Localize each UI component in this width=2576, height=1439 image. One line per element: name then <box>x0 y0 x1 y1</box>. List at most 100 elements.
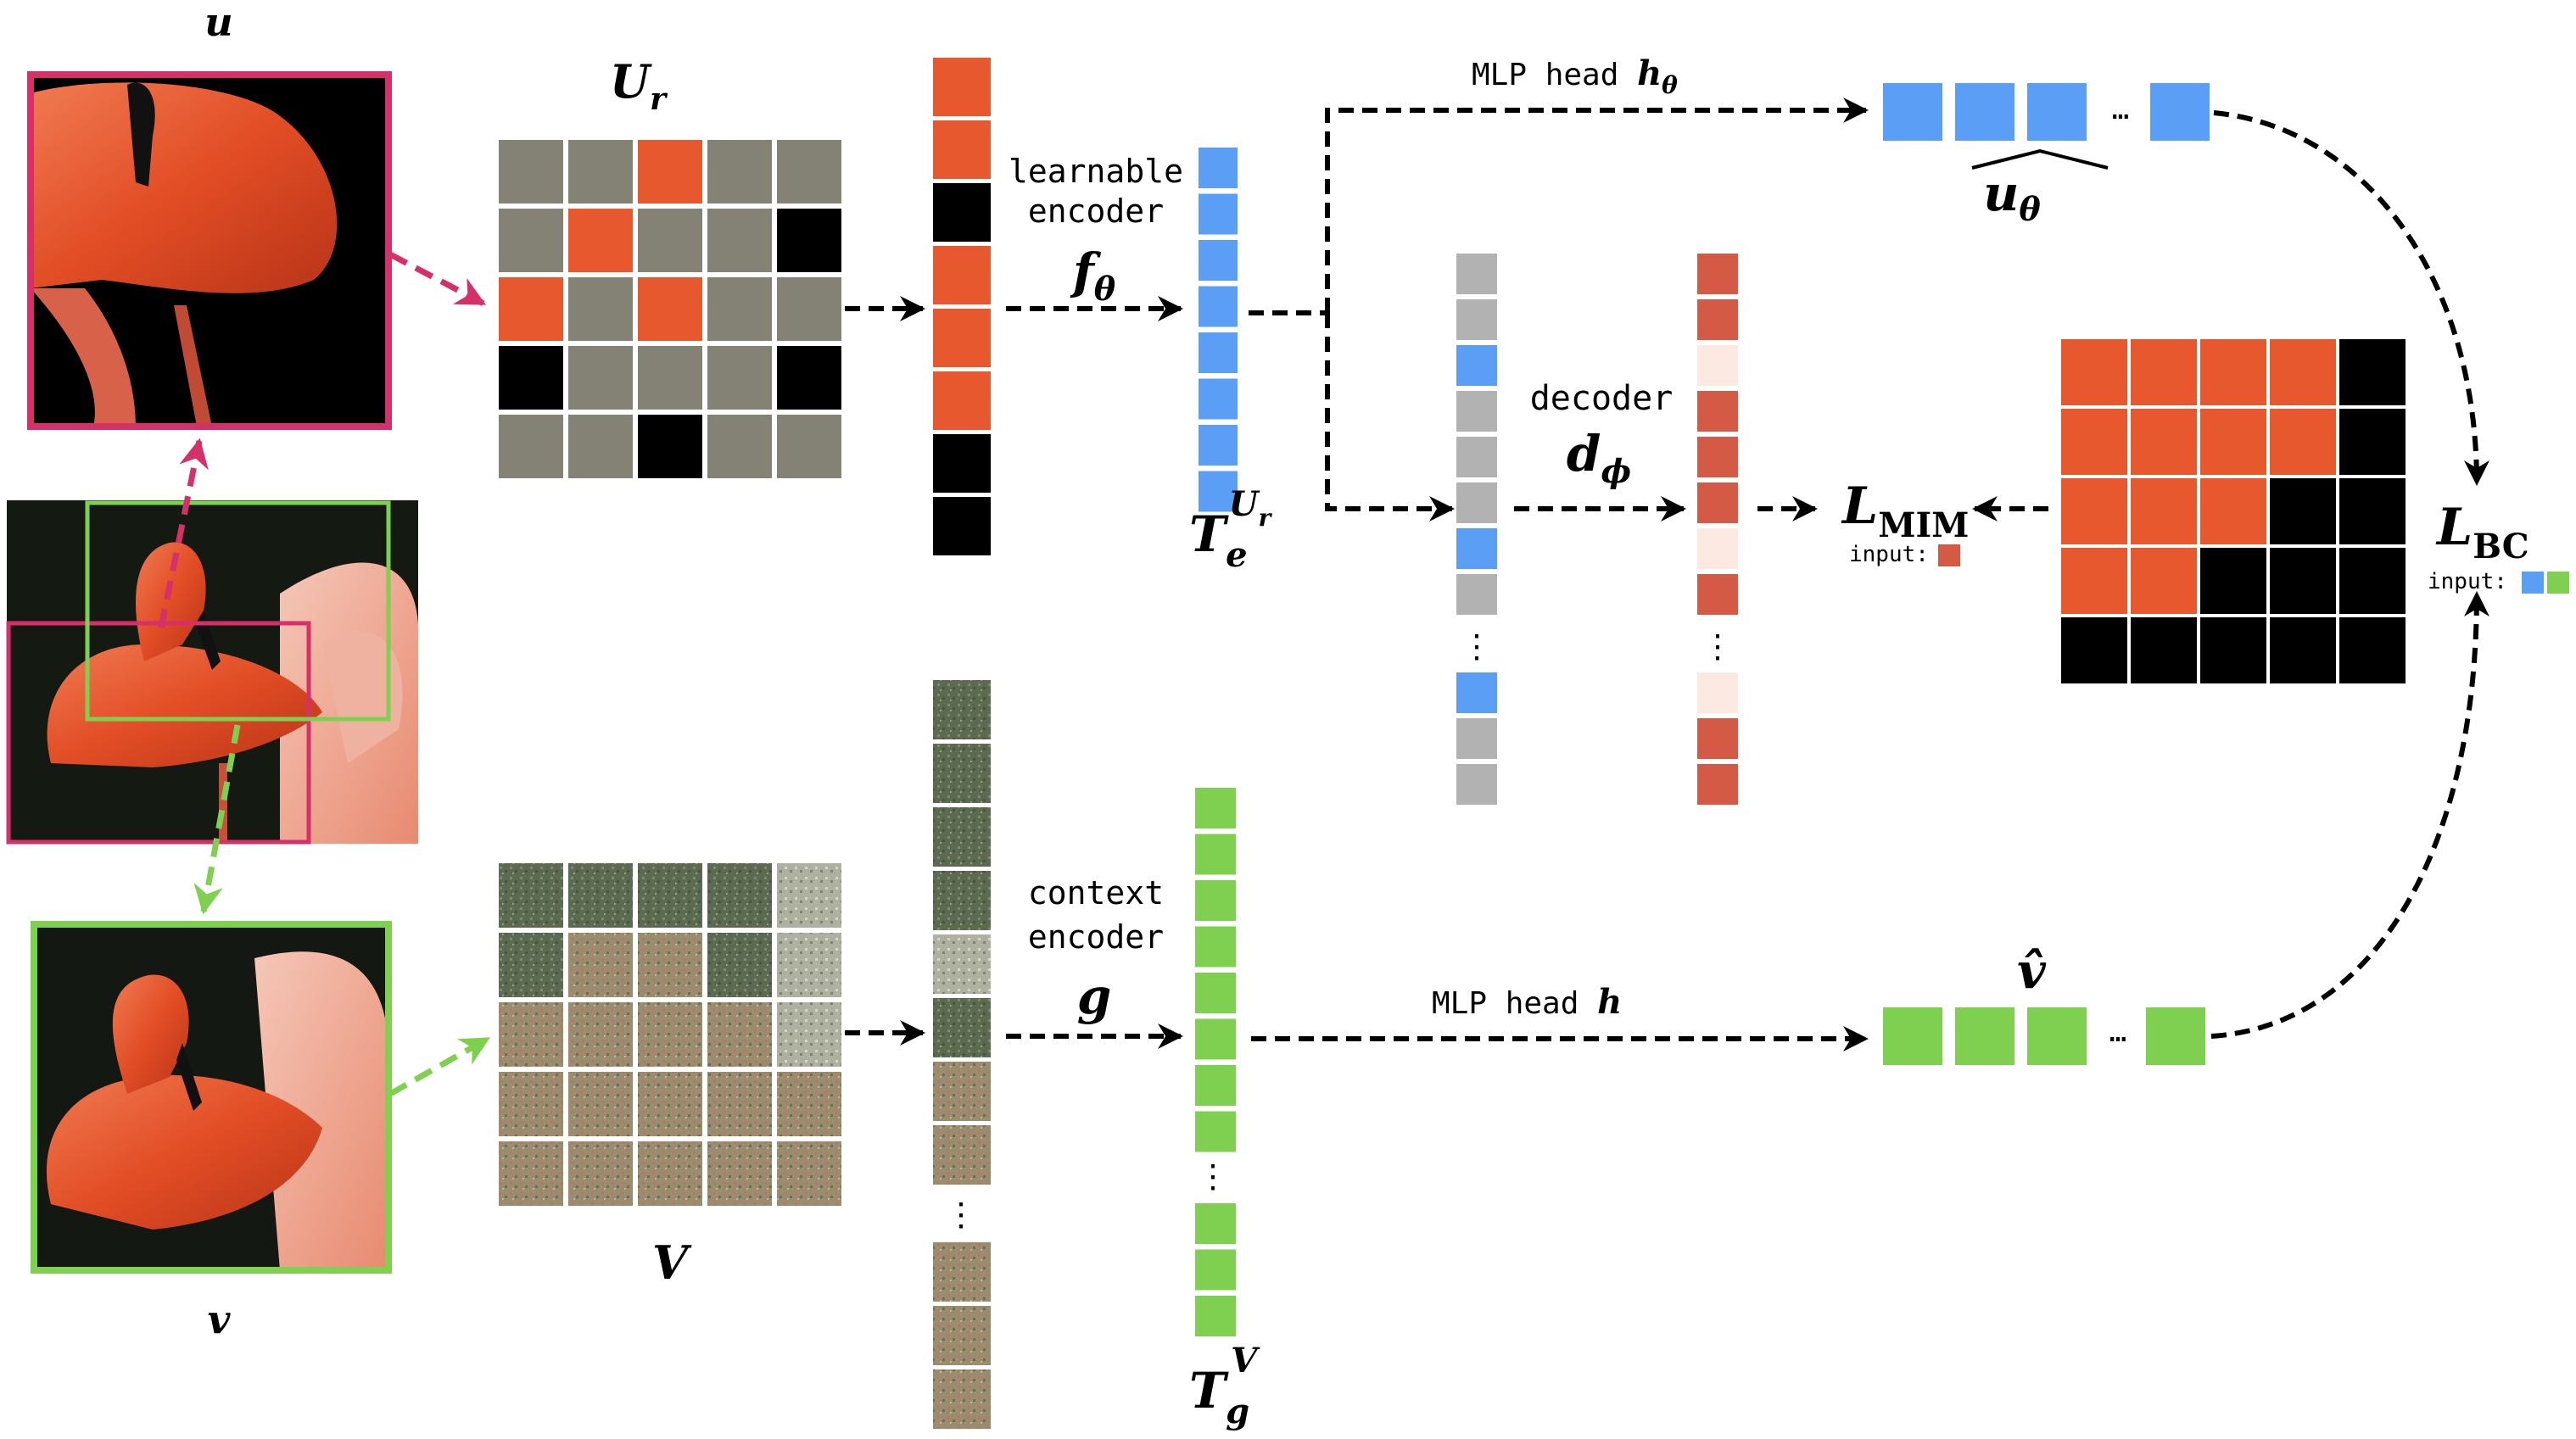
patch-column-top-cell <box>933 309 991 367</box>
label-v-hat: v̂ <box>2017 942 2047 1000</box>
decoder-input-token <box>1455 343 1499 388</box>
arrow-to-decoder-input <box>1325 313 1455 521</box>
ur-patch <box>568 415 633 478</box>
v-patch <box>638 933 702 997</box>
l-mim-input-label: input: <box>1849 542 1929 567</box>
te-token <box>1197 469 1239 514</box>
u-hat-token <box>1955 83 2014 141</box>
label-tg: TgV <box>1189 1341 1260 1431</box>
te-token <box>1197 192 1239 237</box>
mlp-head-theta-label: MLP head hθ <box>1472 53 1678 99</box>
label-v: v <box>208 1297 232 1342</box>
v-patch <box>638 863 702 928</box>
v-patch <box>568 933 633 997</box>
decoder-output-token <box>1696 298 1740 342</box>
target-patch <box>2131 548 2197 614</box>
patch-column-bottom-cell <box>933 871 991 930</box>
u-hat-token <box>2150 83 2210 141</box>
decoder-input-ellipsis: ⋮ <box>1461 627 1493 665</box>
ur-patch <box>707 140 772 204</box>
ur-patch <box>707 277 772 341</box>
te-token <box>1197 284 1239 329</box>
patch-column-bottom-cell <box>933 1242 991 1302</box>
patch-column-bottom-cell <box>933 1125 991 1185</box>
arrow-original-to-v <box>193 724 241 915</box>
target-patch <box>2200 339 2266 405</box>
target-patch <box>2200 617 2266 683</box>
tg-token <box>1193 1202 1238 1246</box>
tg-token <box>1193 924 1238 969</box>
decoder-output-token <box>1696 252 1740 296</box>
ur-patch <box>638 415 702 478</box>
target-patch <box>2131 617 2197 683</box>
ur-patch <box>777 277 841 341</box>
v-patch <box>777 1072 841 1136</box>
decoder-output-token <box>1696 435 1740 479</box>
patch-column-bottom-cell <box>933 1369 991 1429</box>
decoder-input-token <box>1455 717 1499 761</box>
ur-patch <box>499 346 563 410</box>
target-patch <box>2061 409 2127 475</box>
label-ur: Ur <box>610 54 668 117</box>
v-patch <box>707 1072 772 1136</box>
target-patch <box>2200 548 2266 614</box>
decoder-output-token <box>1696 572 1740 616</box>
ur-patch <box>568 140 633 204</box>
target-patch <box>2061 478 2127 544</box>
ur-patch <box>707 346 772 410</box>
te-token <box>1197 331 1239 375</box>
target-patch <box>2270 478 2336 544</box>
ur-patch <box>499 140 563 204</box>
u-hat-tokens <box>1883 83 2210 141</box>
decoder-output-token <box>1696 717 1740 761</box>
patch-column-top-cell <box>933 371 991 430</box>
decoder-input-token <box>1455 481 1499 525</box>
l-bc-input-label: input: <box>2428 569 2507 594</box>
v-hat-token <box>1883 1007 1942 1065</box>
patch-column-bottom <box>933 680 991 1429</box>
v-patch <box>499 933 563 997</box>
target-patch <box>2339 339 2406 405</box>
decoder-input-token <box>1455 252 1499 296</box>
v-hat-token <box>2146 1007 2205 1065</box>
ur-patch <box>568 346 633 410</box>
decoder-input-token <box>1455 671 1499 715</box>
tg-token <box>1193 832 1238 877</box>
crop-u-image <box>31 75 388 427</box>
v-hat-ellipsis: … <box>2109 1015 2126 1049</box>
d-phi-label: dϕ <box>1567 425 1631 490</box>
v-hat-tokens <box>1883 1007 2205 1065</box>
target-patch <box>2131 409 2197 475</box>
decoder-output-token <box>1696 481 1740 525</box>
u-hat-ellipsis: … <box>2112 92 2129 126</box>
ur-patch <box>638 277 702 341</box>
ur-patch <box>777 346 841 410</box>
decoder-output-token <box>1696 671 1740 715</box>
target-patch <box>2200 478 2266 544</box>
tg-token <box>1193 878 1238 923</box>
target-patch <box>2131 478 2197 544</box>
decoder-output-column <box>1696 252 1740 806</box>
decoder-input-column <box>1455 252 1499 806</box>
crop-u-frame <box>27 71 392 430</box>
arrow-u-to-grid <box>388 251 487 307</box>
patch-column-top-cell <box>933 120 991 179</box>
l-mim-label: LMIM <box>1841 477 1969 545</box>
crop-v-frame <box>31 921 392 1274</box>
v-patch <box>707 863 772 928</box>
tg-token <box>1193 1017 1238 1062</box>
v-patch <box>499 1072 563 1136</box>
patch-column-top-cell <box>933 58 991 116</box>
te-token <box>1197 423 1239 467</box>
label-u-hat: uθ <box>1971 148 2109 228</box>
decoder-input-token <box>1455 435 1499 479</box>
f-theta-label: fθ <box>1070 243 1116 308</box>
v-patch <box>568 1072 633 1136</box>
v-patch <box>638 1141 702 1206</box>
patch-column-top-cell <box>933 246 991 304</box>
ur-patch <box>638 209 702 272</box>
l-mim-input-red-swatch <box>1938 544 1960 566</box>
svg-text:uθ: uθ <box>1983 165 2041 228</box>
v-patch <box>777 1141 841 1206</box>
